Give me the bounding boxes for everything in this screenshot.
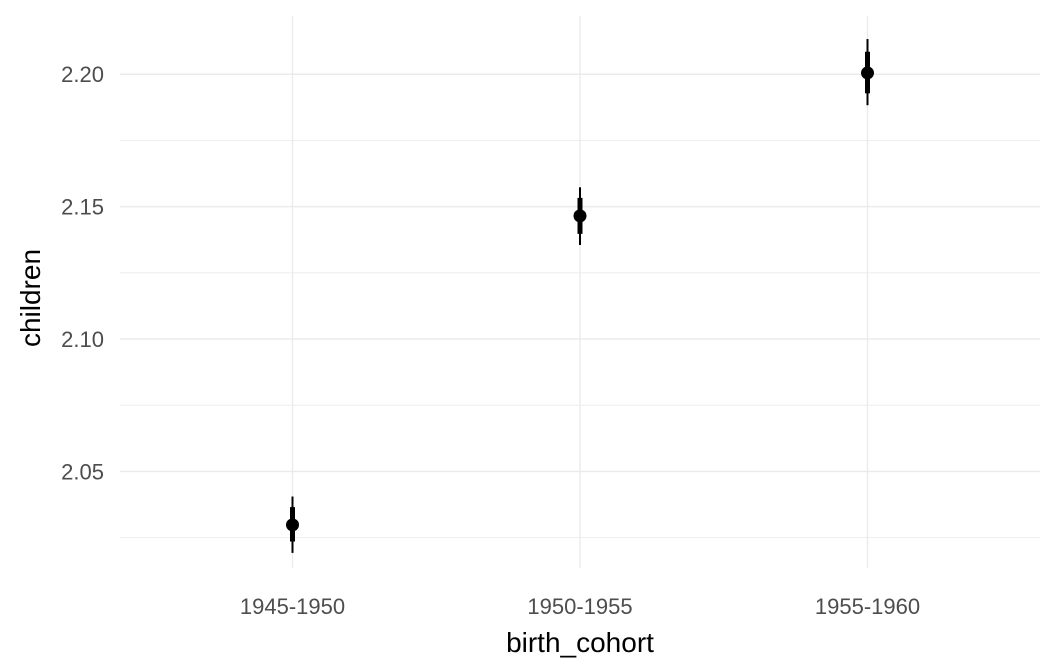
point-estimate [573, 209, 587, 223]
point-ranges [286, 39, 874, 553]
y-axis-tick-labels: 2.05 2.10 2.15 2.20 [61, 62, 104, 484]
y-tick-label: 2.20 [61, 62, 104, 87]
x-tick-label: 1950-1955 [527, 594, 632, 619]
x-tick-label: 1955-1960 [815, 594, 920, 619]
major-gridlines [120, 16, 1040, 568]
x-tick-label: 1945-1950 [240, 594, 345, 619]
y-axis-title: children [15, 249, 46, 347]
y-tick-label: 2.10 [61, 327, 104, 352]
y-tick-label: 2.05 [61, 459, 104, 484]
y-tick-label: 2.15 [61, 195, 104, 220]
point-estimate [286, 518, 299, 532]
x-axis-tick-labels: 1945-1950 1950-1955 1955-1960 [240, 594, 920, 619]
point-estimate [861, 66, 874, 80]
x-axis-title: birth_cohort [506, 627, 654, 658]
